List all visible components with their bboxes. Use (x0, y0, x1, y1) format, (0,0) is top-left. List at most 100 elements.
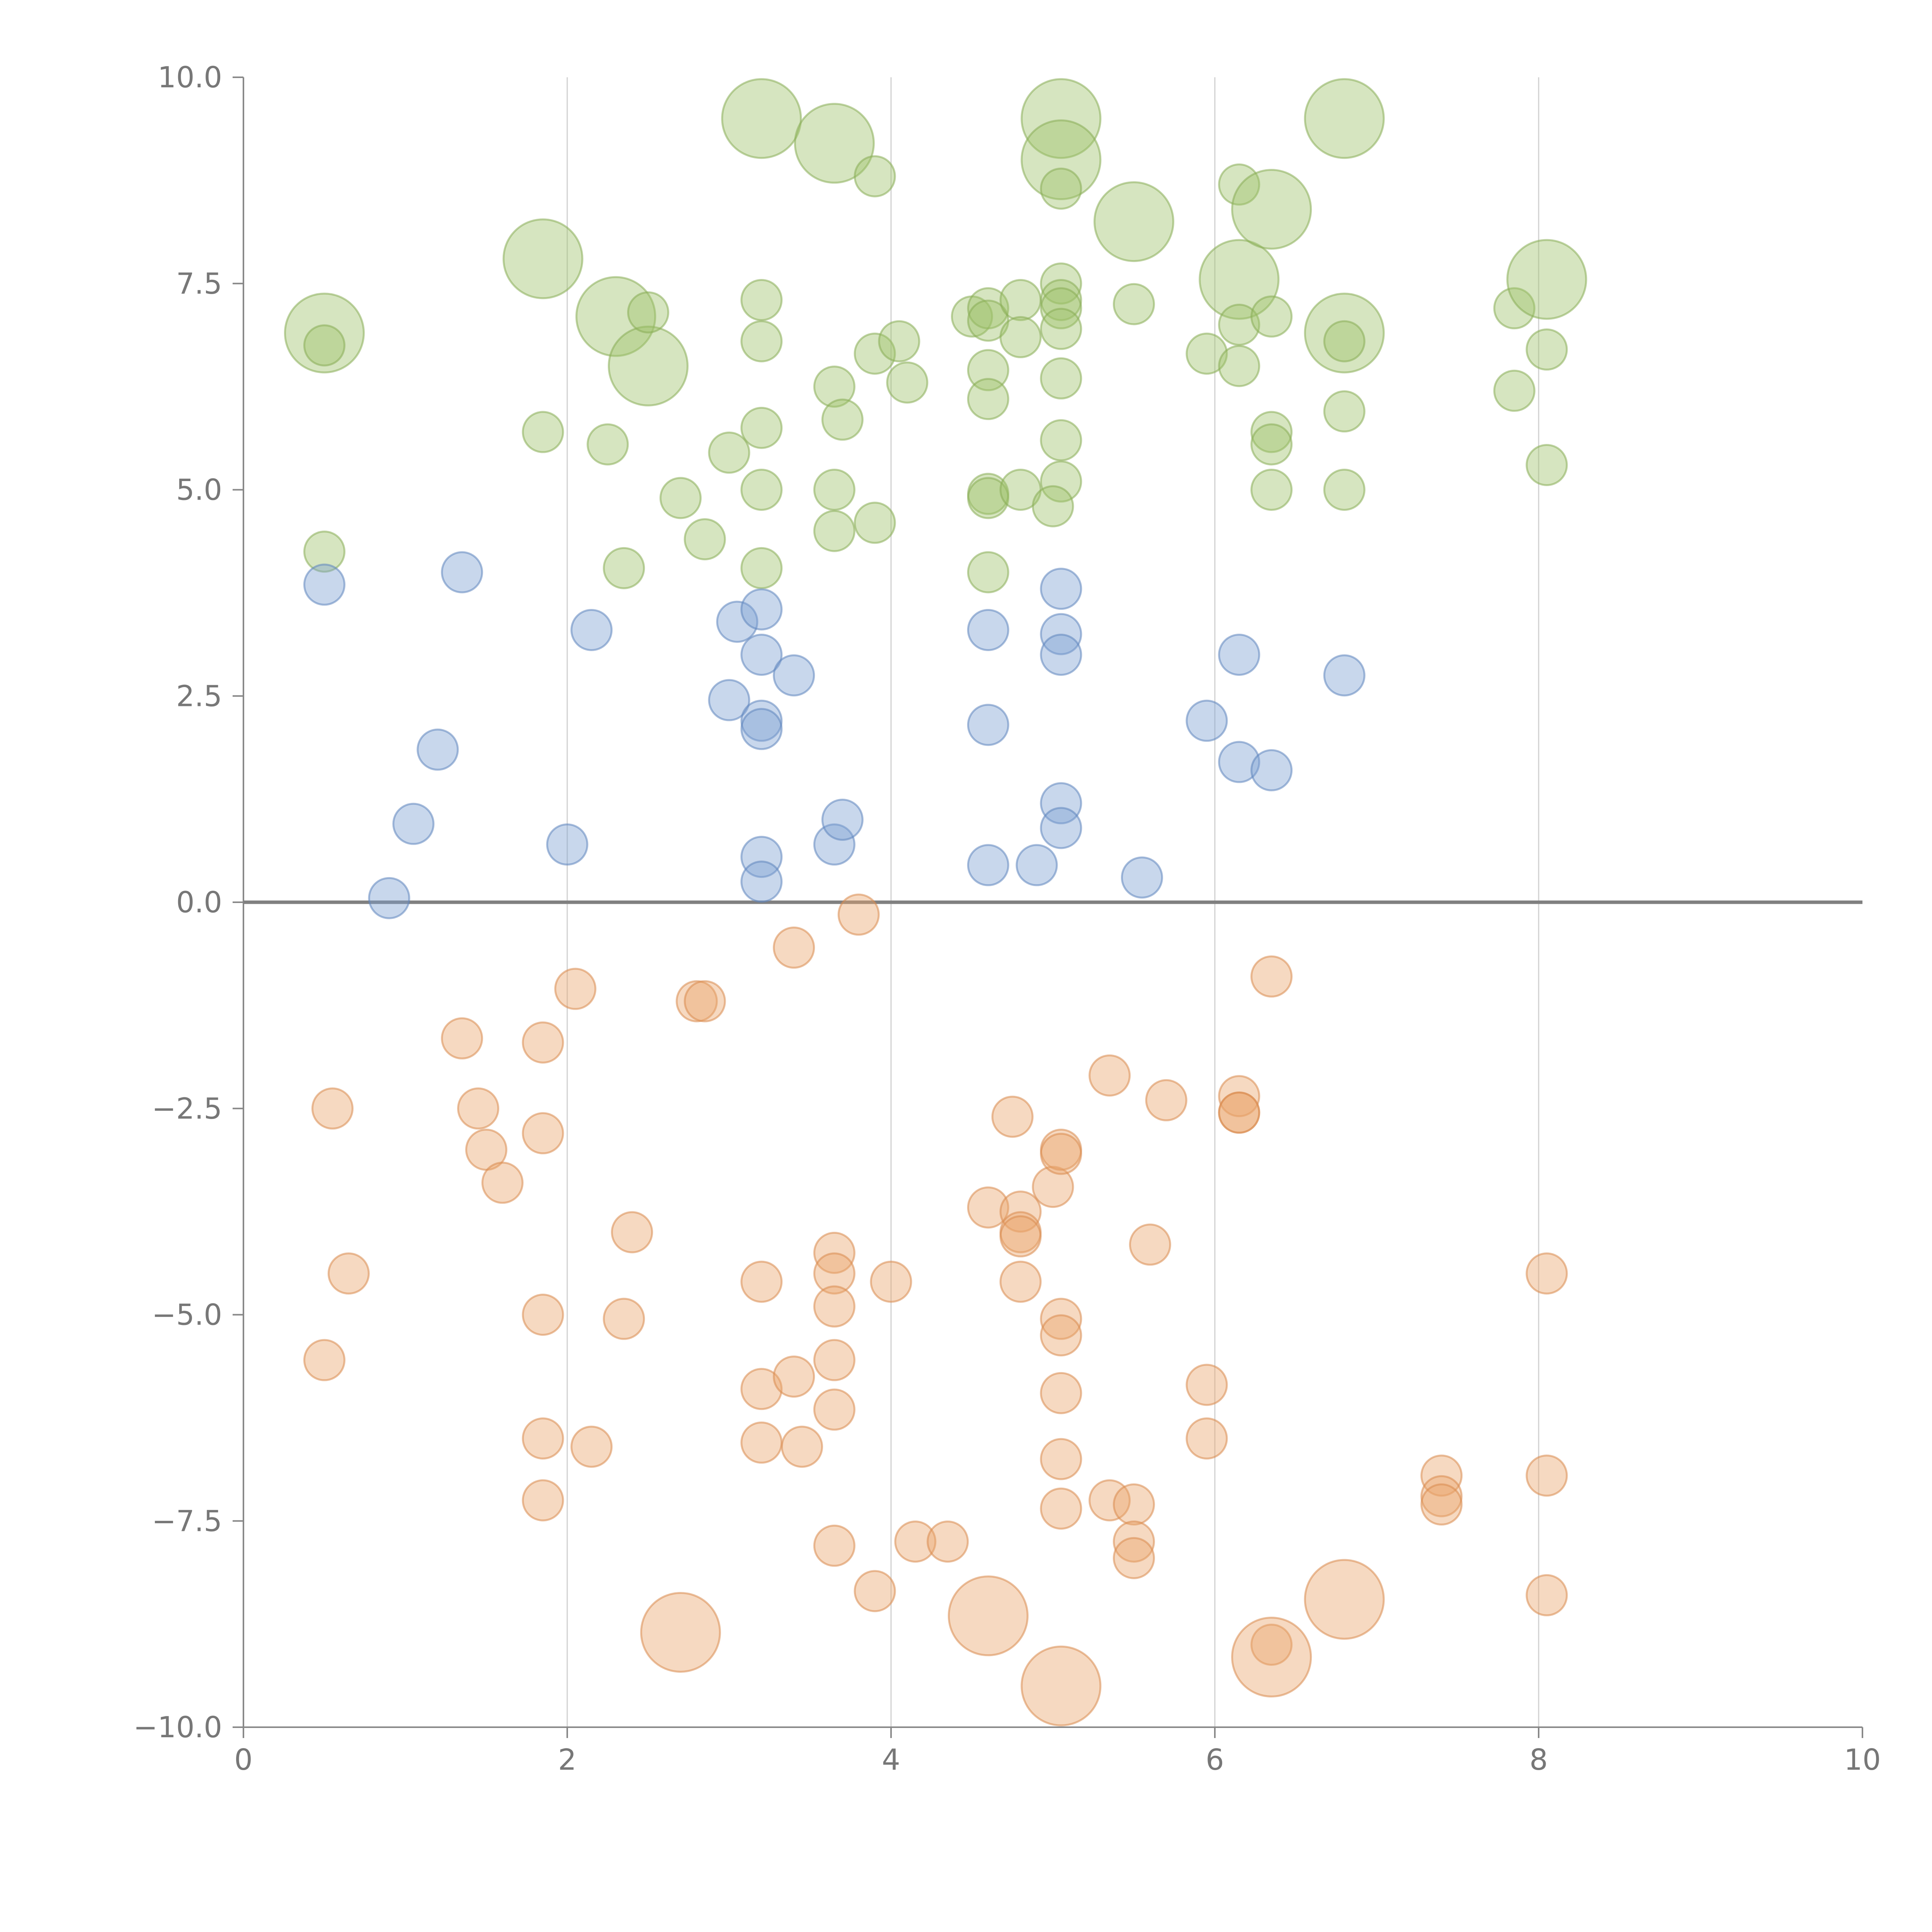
bubble-point (999, 279, 1042, 321)
bubble-point (1015, 844, 1058, 886)
bubble-point (967, 609, 1009, 651)
bubble-point (603, 547, 645, 589)
bubble-point (627, 291, 669, 333)
bubble-layer (284, 78, 1587, 1726)
bubble-point (1323, 654, 1366, 697)
bubble-point (1040, 1133, 1082, 1175)
bubble-point (740, 320, 783, 362)
bubble-point (821, 799, 864, 841)
bubble-point (708, 679, 750, 721)
bubble-point (740, 469, 783, 511)
bubble-point (740, 279, 783, 321)
bubble-point (967, 477, 1009, 519)
bubble-point (740, 708, 783, 750)
bubble-point (522, 1112, 564, 1155)
bubble-point (1113, 1483, 1155, 1526)
bubble-point (1218, 1091, 1260, 1134)
bubble-point (1218, 304, 1260, 346)
y-tick-label: 5.0 (176, 473, 222, 507)
bubble-point (927, 1520, 969, 1563)
bubble-point (546, 823, 588, 866)
bubble-point (1218, 345, 1260, 387)
bubble-point (1304, 293, 1385, 374)
bubble-point (1185, 1417, 1228, 1460)
bubble-point (303, 531, 345, 573)
bubble-point (708, 431, 750, 474)
bubble-point (773, 926, 815, 969)
bubble-point (1113, 1520, 1155, 1563)
bubble-point (1040, 1372, 1082, 1414)
bubble-point (522, 1479, 564, 1522)
bubble-point (1185, 332, 1228, 375)
bubble-point (813, 823, 855, 866)
bubble-point (813, 1252, 855, 1295)
bubble-point (1185, 1364, 1228, 1406)
bubble-point (1113, 283, 1155, 325)
bubble-point (303, 324, 345, 367)
bubble-point (1250, 955, 1293, 998)
bubble-point (1323, 469, 1366, 511)
bubble-point (1040, 568, 1082, 610)
bubble-point (1526, 328, 1568, 371)
bubble-point (1032, 1166, 1074, 1208)
axis-layer: 0 2 4 6 8 10 −10.0 −7.5 −5.0 −2.5 0.0 2.5 5.0 7.5 10.0 (133, 60, 1881, 1777)
bubble-point (522, 1021, 564, 1064)
bubble-point (740, 1260, 783, 1303)
bubble-point (303, 563, 345, 606)
bubble-point (1526, 1454, 1568, 1497)
bubble-point (441, 1017, 483, 1060)
bubble-point (1040, 262, 1082, 305)
bubble-point (640, 1592, 721, 1673)
bubble-point (1526, 1252, 1568, 1295)
bubble-point (311, 1087, 354, 1130)
x-tick-label: 0 (234, 1743, 253, 1777)
x-tick-label: 2 (558, 1743, 577, 1777)
bubble-point (608, 325, 689, 406)
bubble-point (813, 1388, 855, 1431)
bubble-point (999, 316, 1042, 359)
bubble-point (967, 287, 1009, 330)
bubble-point (837, 893, 880, 936)
bubble-point (1250, 469, 1293, 511)
bubble-point (1304, 78, 1385, 159)
x-tick-label: 6 (1206, 1743, 1224, 1777)
bubble-point (1040, 1298, 1082, 1340)
bubble-point (1218, 634, 1260, 676)
x-tick-label: 4 (882, 1743, 900, 1777)
bubble-point (773, 654, 815, 697)
bubble-point (1040, 308, 1082, 350)
bubble-point (1088, 1054, 1131, 1097)
bubble-point (659, 477, 702, 519)
bubble-point (1250, 1624, 1293, 1666)
bubble-point (1020, 78, 1102, 159)
bubble-point (854, 332, 896, 375)
bubble-point (1323, 320, 1366, 362)
bubble-point (1040, 1487, 1082, 1530)
bubble-point (781, 1425, 823, 1468)
bubble-point (1040, 782, 1082, 825)
bubble-point (773, 1355, 815, 1398)
bubble-point (1526, 1574, 1568, 1616)
bubble-point (894, 1520, 937, 1563)
bubble-point (886, 361, 929, 404)
bubble-point (967, 1186, 1009, 1229)
bubble-point (740, 588, 783, 631)
bubble-point (813, 510, 855, 552)
bubble-point (1094, 181, 1174, 262)
bubble-point (740, 836, 783, 878)
bubble-point (854, 1570, 896, 1612)
bubble-point (1040, 167, 1082, 210)
bubble-point (740, 634, 783, 676)
bubble-point (1218, 741, 1260, 783)
bubble-point (1493, 287, 1536, 330)
x-tick-label: 10 (1844, 1743, 1881, 1777)
y-tick-label: 10.0 (158, 60, 222, 94)
bubble-point (1231, 1617, 1312, 1698)
bubble-point (481, 1162, 524, 1204)
bubble-point (1420, 1483, 1463, 1526)
y-tick-label: −10.0 (133, 1710, 222, 1744)
bubble-point (1145, 1079, 1187, 1121)
bubble-point (967, 704, 1009, 746)
bubble-point (721, 78, 802, 159)
